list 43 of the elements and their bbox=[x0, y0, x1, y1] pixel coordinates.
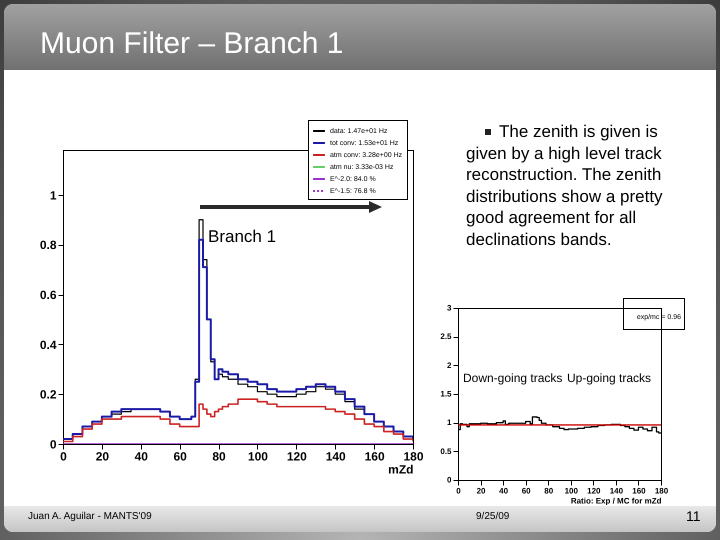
x-tick-label: 0 bbox=[456, 486, 462, 496]
x-tick-label: 40 bbox=[134, 450, 148, 464]
x-tick-label: 160 bbox=[632, 486, 646, 496]
x-tick-label: 100 bbox=[248, 450, 268, 464]
x-tick-label: 120 bbox=[286, 450, 308, 464]
text: 9/25/09 bbox=[476, 511, 510, 522]
x-tick-label: 180 bbox=[403, 450, 424, 464]
y-tick-label: 2 bbox=[447, 360, 452, 370]
x-tick-label: 60 bbox=[522, 486, 532, 496]
y-tick-label: 1.5 bbox=[440, 390, 452, 398]
y-tick-label: 1 bbox=[447, 418, 452, 428]
y-tick-label: 0.6 bbox=[40, 288, 57, 302]
x-tick-label: 140 bbox=[610, 486, 624, 496]
y-tick-label: 2.5 bbox=[440, 332, 452, 342]
x-tick-label: 0 bbox=[60, 450, 68, 464]
y-tick-label: 0.2 bbox=[40, 388, 57, 402]
x-tick-label: 180 bbox=[654, 486, 669, 496]
y-tick-label: 0 bbox=[50, 438, 57, 452]
x-tick-label: 140 bbox=[326, 450, 346, 464]
y-tick-label: 0.4 bbox=[40, 338, 57, 352]
text: Juan A. Aguilar - MANTS'09 bbox=[28, 511, 152, 522]
chart-title: Muon Filter – Branch 1 bbox=[40, 27, 344, 61]
annotation: Down-going tracks bbox=[463, 371, 562, 385]
y-tick-label: 0 bbox=[447, 476, 452, 484]
text: The zenith is given is given by a high level track reconstruction. The zenith distributions show a pretty good agreement for all declinations bands. bbox=[466, 121, 664, 251]
x-tick-label: 80 bbox=[212, 450, 226, 464]
x-tick-label: 20 bbox=[96, 450, 110, 464]
y-tick-label: 1 bbox=[50, 188, 57, 202]
x-axis-title: Ratio: Exp / MC for mZd bbox=[570, 496, 662, 506]
x-tick-label: 160 bbox=[364, 450, 385, 464]
y-tick-label: 0.8 bbox=[40, 238, 57, 252]
annotation: Branch 1 bbox=[208, 227, 276, 247]
x-tick-label: 80 bbox=[544, 486, 554, 496]
x-tick-label: 120 bbox=[587, 486, 602, 496]
x-tick-label: 100 bbox=[564, 486, 578, 496]
y-tick-label: 3 bbox=[447, 304, 452, 312]
y-tick-label: 0.5 bbox=[440, 446, 452, 456]
x-axis-title: mZd bbox=[388, 462, 414, 476]
x-tick-label: 20 bbox=[476, 486, 486, 496]
annotation: Up-going tracks bbox=[567, 371, 652, 385]
x-tick-label: 60 bbox=[173, 450, 188, 464]
text: 11 bbox=[686, 508, 701, 524]
x-tick-label: 40 bbox=[499, 486, 509, 496]
